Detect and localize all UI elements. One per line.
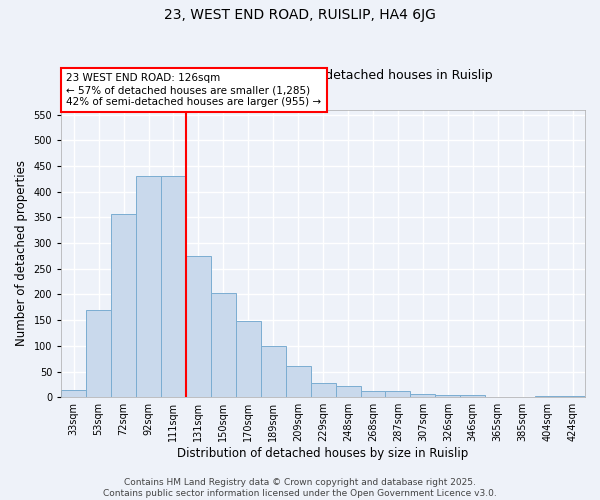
Text: Contains HM Land Registry data © Crown copyright and database right 2025.
Contai: Contains HM Land Registry data © Crown c… bbox=[103, 478, 497, 498]
Bar bbox=[311, 383, 335, 397]
Bar bbox=[86, 310, 111, 397]
Bar bbox=[236, 321, 261, 397]
Title: Size of property relative to detached houses in Ruislip: Size of property relative to detached ho… bbox=[154, 69, 493, 82]
Bar bbox=[335, 386, 361, 397]
Bar bbox=[286, 366, 311, 397]
Bar bbox=[410, 394, 436, 397]
Bar bbox=[161, 176, 186, 397]
Text: 23 WEST END ROAD: 126sqm
← 57% of detached houses are smaller (1,285)
42% of sem: 23 WEST END ROAD: 126sqm ← 57% of detach… bbox=[67, 74, 322, 106]
Bar bbox=[560, 396, 585, 397]
Bar bbox=[535, 396, 560, 397]
Bar bbox=[361, 391, 385, 397]
Bar bbox=[111, 214, 136, 397]
Bar bbox=[436, 394, 460, 397]
Bar bbox=[211, 294, 236, 397]
Bar bbox=[485, 396, 510, 397]
Bar bbox=[136, 176, 161, 397]
Bar bbox=[385, 390, 410, 397]
Bar bbox=[261, 346, 286, 397]
Text: 23, WEST END ROAD, RUISLIP, HA4 6JG: 23, WEST END ROAD, RUISLIP, HA4 6JG bbox=[164, 8, 436, 22]
Bar bbox=[186, 256, 211, 397]
X-axis label: Distribution of detached houses by size in Ruislip: Distribution of detached houses by size … bbox=[178, 447, 469, 460]
Bar bbox=[460, 395, 485, 397]
Y-axis label: Number of detached properties: Number of detached properties bbox=[15, 160, 28, 346]
Bar bbox=[61, 390, 86, 397]
